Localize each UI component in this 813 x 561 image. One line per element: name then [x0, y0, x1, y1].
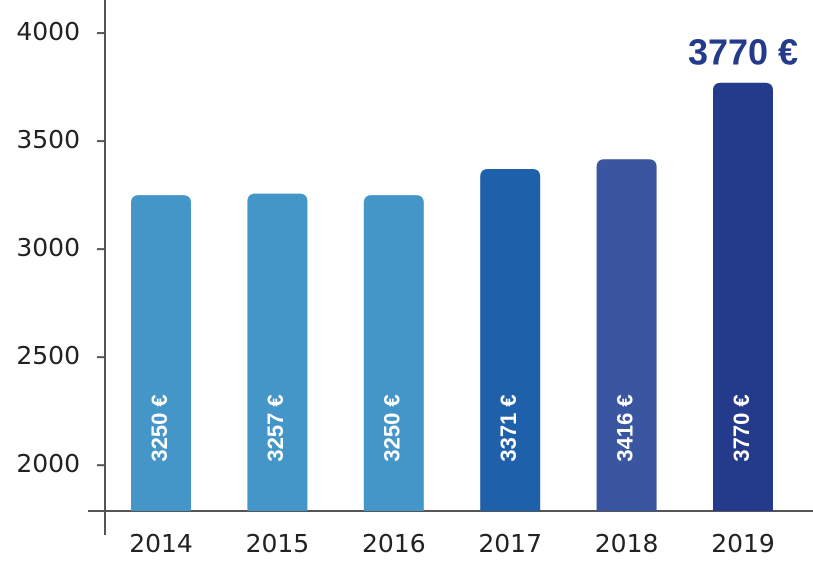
y-tick-label: 2500 [16, 341, 80, 370]
bar [596, 159, 657, 511]
bar [247, 193, 308, 511]
y-tick-label: 3500 [16, 125, 80, 154]
value-label: 3250 € [380, 394, 405, 461]
value-label: 3416 € [612, 394, 637, 461]
x-tick-label: 2017 [478, 529, 542, 558]
value-label: 3250 € [147, 394, 172, 461]
bar [713, 82, 773, 512]
value-label: 3371 € [496, 394, 521, 461]
y-tick-label: 3000 [16, 233, 80, 262]
y-tick-label: 4000 [16, 17, 80, 46]
x-tick-label: 2019 [711, 529, 775, 558]
y-tick-label: 2000 [16, 449, 80, 478]
bar [480, 168, 541, 511]
value-label: 3770 € [729, 394, 754, 461]
x-tick-label: 2018 [595, 529, 659, 558]
highlight-label: 3770 € [688, 31, 798, 72]
x-tick-label: 2016 [362, 529, 426, 558]
bar [363, 195, 424, 512]
bar [131, 195, 191, 512]
x-tick-label: 2015 [246, 529, 310, 558]
x-tick-label: 2014 [129, 529, 193, 558]
value-label: 3257 € [263, 394, 288, 461]
